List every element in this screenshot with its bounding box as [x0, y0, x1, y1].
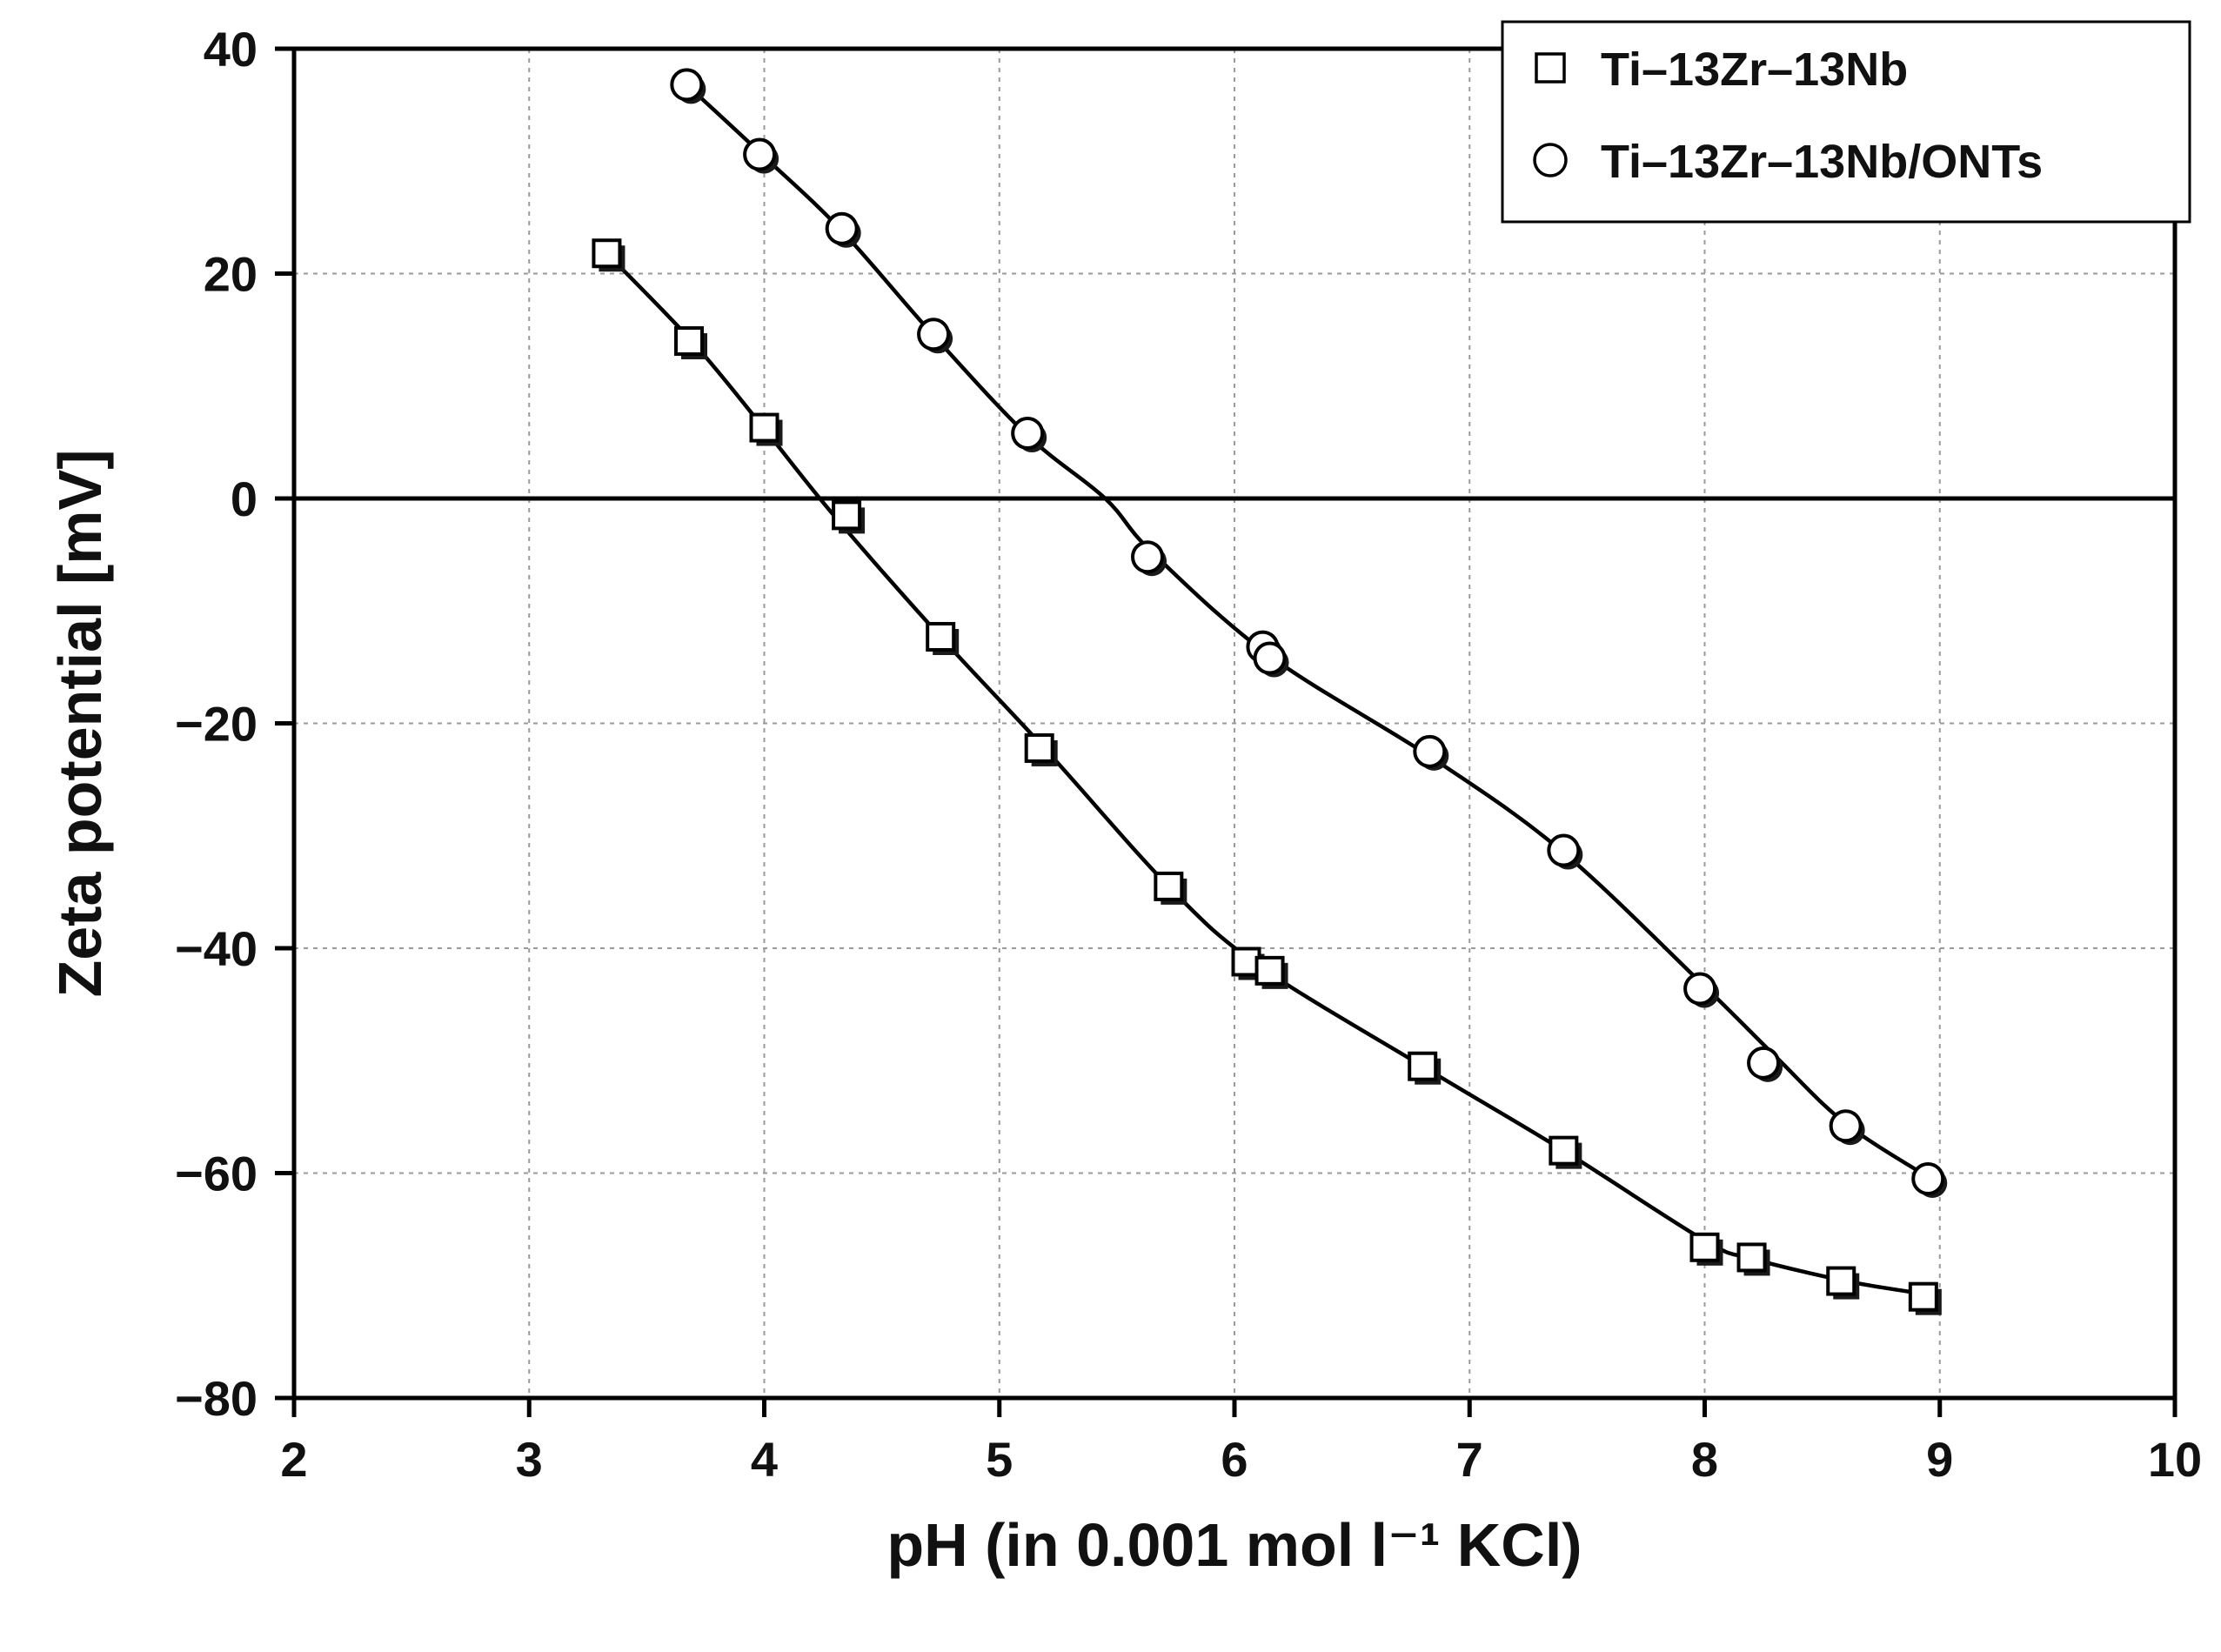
data-point-square [1231, 946, 1261, 977]
data-point-square [1408, 1051, 1438, 1081]
data-point-circle [1911, 1161, 1945, 1195]
legend-square-marker [1535, 52, 1566, 84]
data-point-square [1826, 1266, 1856, 1296]
x-tick-label: 5 [986, 1432, 1013, 1487]
data-point-circle [670, 68, 704, 102]
data-point-circle [825, 211, 859, 245]
data-point-square [674, 326, 705, 357]
data-point-square [832, 500, 862, 531]
y-tick-label: −20 [175, 697, 258, 752]
data-point-square [1689, 1232, 1720, 1262]
y-tick-label: 20 [204, 247, 258, 302]
fit-curve-series-1 [605, 251, 1929, 1297]
x-tick-label: 3 [516, 1432, 543, 1487]
x-axis-title: pH (in 0.001 mol l⁻¹ KCl) [886, 1511, 1582, 1579]
data-point-circle [743, 137, 777, 171]
data-point-square [926, 621, 956, 652]
y-tick-label: 40 [204, 22, 258, 77]
fit-curves [605, 83, 1934, 1297]
legend-box [1501, 20, 2191, 224]
x-tick-label: 2 [280, 1432, 307, 1487]
x-tick-label: 7 [1456, 1432, 1483, 1487]
data-point-square [592, 238, 622, 269]
legend-label-series-1: Ti–13Zr–13Nb [1601, 43, 1908, 96]
legend-circle-marker [1533, 143, 1568, 177]
x-tick-label: 10 [2148, 1432, 2202, 1487]
data-point-circle [1413, 734, 1447, 768]
x-tick-label: 9 [1926, 1432, 1953, 1487]
x-tick-label: 8 [1691, 1432, 1718, 1487]
data-point-square [1154, 871, 1184, 901]
data-point-square [1024, 732, 1054, 763]
y-tick-label: −40 [175, 921, 258, 976]
data-point-square [1736, 1242, 1767, 1273]
data-point-circle [1011, 417, 1045, 451]
axis-ticks: 2 3 4 5 6 7 8 9 10 −80 −60 −40 −20 0 20 40 [175, 22, 2202, 1487]
data-point-circle [1547, 833, 1581, 867]
x-tick-label: 6 [1221, 1432, 1248, 1487]
legend-label-series-2: Ti–13Zr–13Nb/ONTs [1601, 136, 2043, 188]
data-point-square [1549, 1135, 1579, 1166]
y-tick-label: −80 [175, 1371, 258, 1426]
data-points [592, 68, 1948, 1315]
data-point-circle [1683, 972, 1717, 1006]
data-point-circle [1131, 540, 1165, 574]
legend: Ti–13Zr–13Nb Ti–13Zr–13Nb/ONTs [1501, 20, 2191, 224]
y-tick-label: 0 [231, 472, 258, 526]
data-point-square [1908, 1281, 1938, 1312]
y-tick-label: −60 [175, 1147, 258, 1201]
data-point-circle [1747, 1046, 1781, 1080]
data-point-circle [1829, 1109, 1863, 1143]
data-point-square [749, 412, 779, 443]
data-point-circle [1253, 641, 1287, 675]
y-axis-title: Zeta potential [mV] [46, 449, 114, 997]
data-point-circle [917, 318, 951, 351]
data-point-square [1254, 955, 1285, 986]
x-tick-label: 4 [751, 1432, 778, 1487]
fit-curve-series-2 [685, 83, 1934, 1182]
